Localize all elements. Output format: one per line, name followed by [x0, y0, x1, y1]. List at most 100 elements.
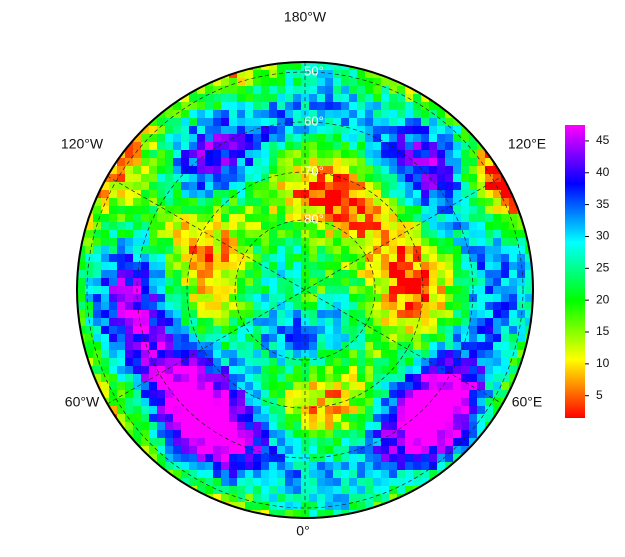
map-cell — [477, 326, 485, 334]
map-cell — [293, 78, 301, 86]
map-cell — [445, 326, 453, 334]
map-cell — [269, 142, 277, 150]
map-cell — [165, 278, 173, 286]
map-cell — [293, 230, 301, 238]
map-cell — [341, 78, 349, 86]
map-cell — [325, 246, 333, 254]
map-cell — [309, 230, 317, 238]
map-cell — [373, 190, 381, 198]
map-cell — [285, 222, 293, 230]
map-cell — [277, 406, 285, 414]
map-cell — [309, 302, 317, 310]
map-cell — [445, 142, 453, 150]
map-cell — [333, 190, 341, 198]
map-cell — [469, 326, 477, 334]
map-cell — [293, 110, 301, 118]
map-cell — [445, 246, 453, 254]
map-cell — [341, 142, 349, 150]
map-cell — [101, 270, 109, 278]
map-cell — [221, 382, 229, 390]
map-cell — [93, 246, 101, 254]
map-cell — [381, 390, 389, 398]
map-cell — [261, 326, 269, 334]
map-cell — [141, 366, 149, 374]
map-cell — [445, 406, 453, 414]
map-cell — [509, 294, 517, 302]
map-cell — [109, 238, 117, 246]
map-cell — [373, 238, 381, 246]
map-cell — [485, 342, 493, 350]
map-cell — [261, 470, 269, 478]
map-cell — [77, 350, 85, 358]
map-cell — [373, 462, 381, 470]
map-cell — [309, 342, 317, 350]
map-cell — [293, 206, 301, 214]
map-cell — [117, 270, 125, 278]
map-cell — [421, 278, 429, 286]
map-cell — [341, 294, 349, 302]
map-cell — [365, 470, 373, 478]
map-cell — [277, 422, 285, 430]
map-cell — [277, 94, 285, 102]
map-cell — [141, 382, 149, 390]
map-cell — [149, 222, 157, 230]
map-cell — [445, 358, 453, 366]
map-cell — [333, 206, 341, 214]
map-cell — [277, 182, 285, 190]
map-cell — [269, 118, 277, 126]
map-cell — [429, 358, 437, 366]
map-cell — [285, 342, 293, 350]
map-cell — [397, 150, 405, 158]
map-cell — [309, 294, 317, 302]
map-cell — [197, 406, 205, 414]
map-cell — [253, 110, 261, 118]
map-cell — [421, 478, 429, 486]
map-cell — [261, 502, 269, 510]
map-cell — [365, 430, 373, 438]
map-cell — [453, 254, 461, 262]
map-cell — [197, 334, 205, 342]
map-cell — [133, 134, 141, 142]
map-cell — [85, 342, 93, 350]
map-cell — [445, 166, 453, 174]
map-cell — [109, 318, 117, 326]
map-cell — [413, 222, 421, 230]
map-cell — [437, 246, 445, 254]
map-cell — [493, 230, 501, 238]
map-cell — [157, 422, 165, 430]
map-cell — [245, 86, 253, 94]
map-cell — [165, 174, 173, 182]
map-cell — [477, 206, 485, 214]
map-cell — [437, 198, 445, 206]
map-cell — [205, 366, 213, 374]
map-cell — [253, 182, 261, 190]
map-cell — [469, 262, 477, 270]
map-cell — [333, 102, 341, 110]
map-cell — [205, 286, 213, 294]
map-cell — [421, 334, 429, 342]
map-cell — [149, 446, 157, 454]
map-cell — [213, 286, 221, 294]
map-cell — [93, 278, 101, 286]
map-cell — [501, 350, 509, 358]
map-cell — [269, 350, 277, 358]
map-cell — [181, 414, 189, 422]
map-cell — [381, 278, 389, 286]
map-cell — [221, 134, 229, 142]
colorbar-tick-label: 20 — [596, 292, 610, 306]
map-cell — [485, 398, 493, 406]
map-cell — [421, 86, 429, 94]
map-cell — [149, 358, 157, 366]
map-cell — [453, 350, 461, 358]
map-cell — [405, 182, 413, 190]
map-cell — [325, 414, 333, 422]
map-cell — [421, 158, 429, 166]
map-cell — [229, 78, 237, 86]
map-cell — [317, 510, 325, 518]
map-cell — [501, 262, 509, 270]
map-cell — [173, 118, 181, 126]
map-cell — [309, 206, 317, 214]
map-cell — [429, 398, 437, 406]
map-cell — [501, 342, 509, 350]
map-cell — [213, 118, 221, 126]
